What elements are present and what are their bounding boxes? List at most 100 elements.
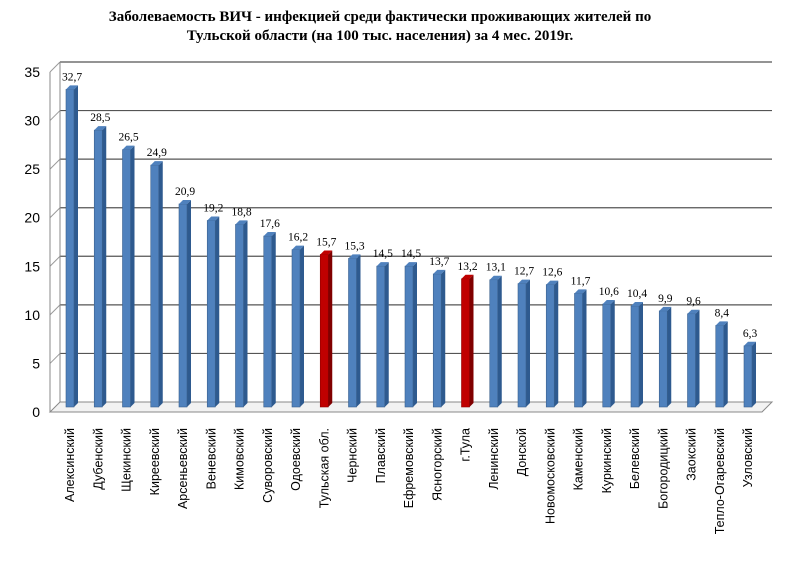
bar-top	[66, 85, 78, 90]
bar-top	[320, 250, 333, 255]
x-tick-label: Суворовский	[261, 428, 275, 503]
bar	[545, 284, 555, 408]
bar	[489, 279, 499, 408]
bar-top	[574, 289, 587, 294]
bar-top	[744, 341, 756, 346]
bar-side	[610, 300, 615, 407]
y-tick-label: 20	[24, 210, 40, 226]
data-label: 10,6	[599, 286, 619, 298]
y-tick-label: 30	[24, 113, 40, 129]
bar-15	[461, 274, 474, 408]
bar	[432, 273, 442, 408]
x-tick-label: Алексинский	[63, 428, 77, 502]
bar-8	[263, 232, 276, 408]
bar	[630, 305, 640, 408]
data-label: 17,6	[260, 218, 280, 230]
bar	[687, 313, 696, 408]
gridline-depth	[49, 255, 61, 267]
bar-side	[752, 341, 756, 407]
bar-23	[687, 309, 700, 408]
bar-side	[356, 254, 361, 407]
bar	[122, 149, 131, 408]
bars	[65, 85, 756, 408]
data-label: 12,7	[514, 266, 534, 278]
y-tick-label: 5	[32, 355, 40, 371]
bar-18	[545, 280, 559, 408]
bar-side	[695, 309, 700, 407]
bar-5	[178, 199, 191, 408]
bar	[404, 265, 414, 408]
bar	[291, 249, 301, 408]
y-tick-label: 25	[24, 161, 40, 177]
bar-top	[659, 306, 672, 311]
data-label: 10,4	[627, 288, 647, 300]
bar-side	[413, 262, 417, 407]
x-tick-label: Богородицкий	[656, 428, 670, 509]
bar-11	[348, 254, 361, 408]
bar-2	[93, 126, 107, 408]
x-tick-label: г.Тула	[459, 428, 473, 462]
bar-side	[215, 216, 220, 407]
bar	[150, 164, 160, 408]
bar-side	[639, 301, 643, 407]
bar-side	[271, 232, 276, 407]
x-tick-label: Заокский	[685, 428, 699, 481]
gridline-depth	[49, 207, 61, 219]
bar	[602, 303, 612, 408]
data-label: 12,6	[542, 267, 562, 279]
bar	[743, 345, 753, 408]
bar	[206, 220, 216, 408]
bar-top	[461, 274, 474, 279]
bar-9	[291, 245, 304, 408]
bar-6	[206, 216, 220, 408]
x-tick-label: Кимовский	[233, 428, 247, 490]
data-label: 13,2	[457, 261, 477, 273]
bar-top	[150, 161, 163, 166]
bar-side	[526, 279, 530, 407]
bar-side	[582, 289, 587, 407]
x-tick-label: Белевский	[628, 428, 642, 489]
bar-top	[489, 275, 502, 280]
bar	[65, 89, 75, 408]
x-tick-label: Ясногорский	[430, 428, 444, 501]
bar-top	[179, 199, 191, 204]
data-label: 15,3	[344, 240, 364, 252]
y-tick-label: 15	[24, 258, 40, 274]
data-label: 18,8	[231, 206, 251, 218]
bar-top	[122, 145, 135, 150]
bar-10	[319, 250, 333, 408]
bar-14	[432, 269, 446, 408]
bar-top	[518, 279, 530, 284]
gridline-depth	[49, 304, 61, 316]
bar	[376, 265, 386, 408]
bar-side	[74, 85, 78, 407]
x-tick-label: Ленинский	[487, 428, 501, 490]
data-label: 28,5	[90, 112, 110, 124]
bar-top	[687, 309, 700, 314]
x-tick-label: Новомосковский	[543, 428, 557, 524]
data-label: 14,5	[373, 248, 393, 260]
bar	[715, 325, 725, 408]
gridline-depth	[49, 61, 61, 73]
bar-21	[630, 301, 643, 408]
x-tick-label: Одоевский	[289, 428, 303, 491]
chart-title: Заболеваемость ВИЧ - инфекцией среди фак…	[0, 8, 760, 46]
data-label: 9,9	[658, 293, 673, 305]
bar-top	[376, 262, 389, 267]
bar-1	[65, 85, 78, 408]
data-label: 15,7	[316, 236, 336, 248]
x-tick-label: Чернский	[346, 428, 360, 483]
y-tick-label: 35	[24, 64, 40, 80]
bar-top	[94, 126, 107, 131]
bar	[178, 203, 188, 408]
bar-22	[658, 306, 672, 408]
bar-side	[187, 199, 191, 407]
bar	[93, 129, 103, 408]
data-label: 32,7	[62, 71, 82, 83]
data-label: 13,1	[486, 262, 506, 274]
bar-top	[602, 300, 615, 305]
bar	[348, 258, 357, 408]
x-tick-label: Ефремовский	[402, 428, 416, 508]
bar-top	[263, 232, 276, 237]
